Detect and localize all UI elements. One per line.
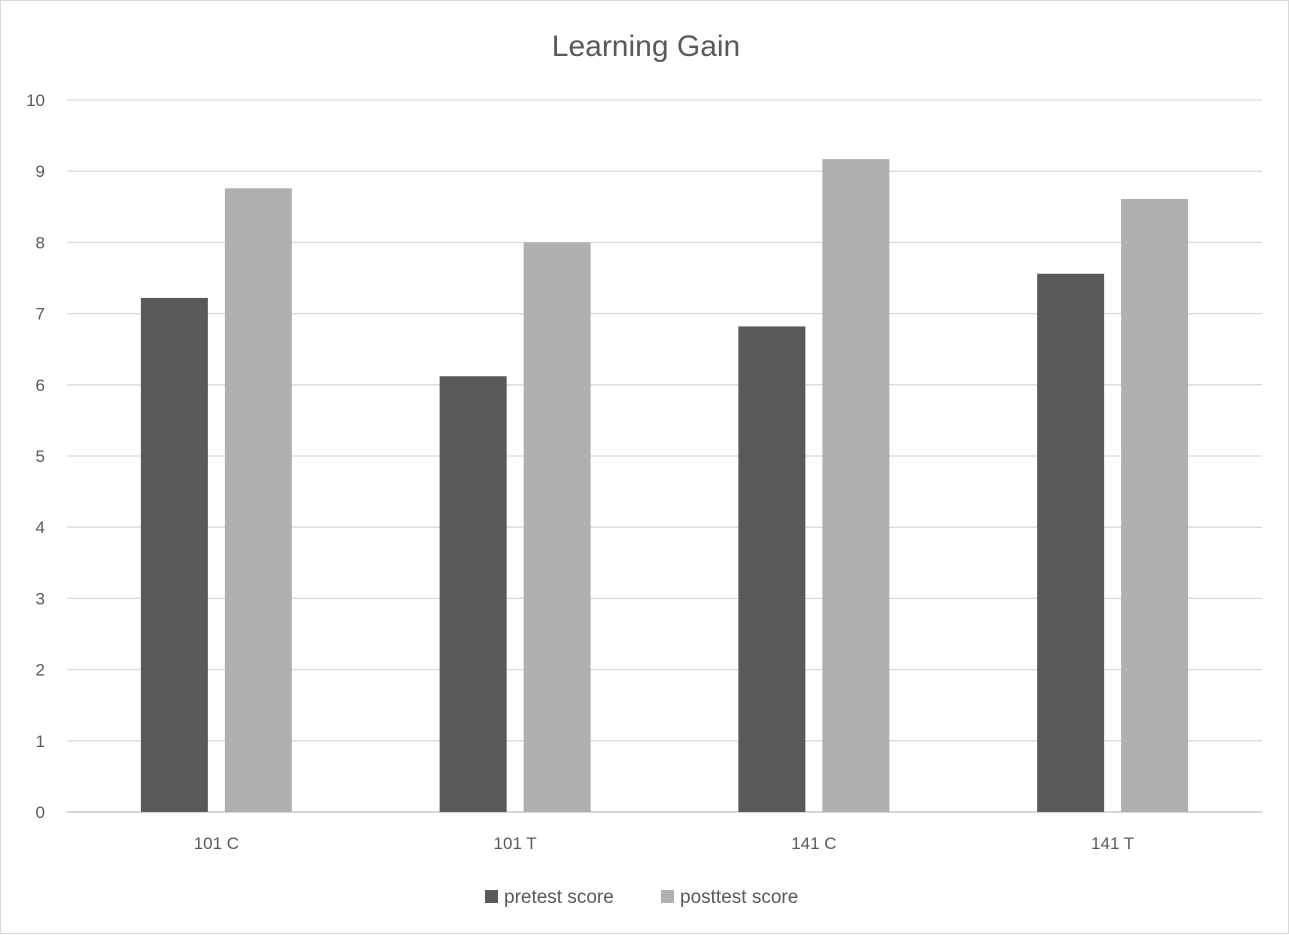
y-axis-ticks: 0 1 2 3 4 5 6 7 8 9 10: [26, 91, 45, 822]
y-tick-label: 9: [36, 162, 45, 181]
legend-label: pretest score: [504, 887, 614, 908]
bar-posttest-score-1: [523, 242, 591, 812]
legend-swatch: [661, 890, 674, 903]
bar-posttest-score-0: [224, 188, 292, 813]
chart-title: Learning Gain: [552, 30, 740, 63]
bar-pretest-score-2: [738, 326, 806, 812]
y-tick-label: 4: [36, 518, 45, 537]
x-axis-ticks: 101 C 101 T 141 C 141 T: [194, 834, 1135, 853]
bars: [140, 159, 1189, 813]
x-tick-label: 141 T: [1091, 834, 1134, 853]
y-tick-label: 7: [36, 305, 45, 324]
y-tick-label: 8: [36, 233, 45, 252]
y-tick-label: 10: [26, 91, 45, 110]
y-tick-label: 0: [36, 803, 45, 822]
bar-pretest-score-3: [1037, 273, 1105, 812]
x-tick-label: 141 C: [791, 834, 836, 853]
bar-posttest-score-2: [822, 159, 890, 812]
legend: pretest score posttest score: [485, 887, 798, 908]
bar-pretest-score-0: [140, 297, 208, 812]
x-tick-label: 101 T: [494, 834, 537, 853]
y-tick-label: 2: [36, 661, 45, 680]
x-tick-label: 101 C: [194, 834, 239, 853]
legend-swatch: [485, 890, 498, 903]
y-tick-label: 6: [36, 376, 45, 395]
legend-label: posttest score: [680, 887, 798, 908]
y-tick-label: 1: [36, 732, 45, 751]
y-tick-label: 5: [36, 447, 45, 466]
bar-posttest-score-3: [1121, 198, 1189, 812]
y-tick-label: 3: [36, 589, 45, 608]
bar-pretest-score-1: [439, 376, 507, 812]
